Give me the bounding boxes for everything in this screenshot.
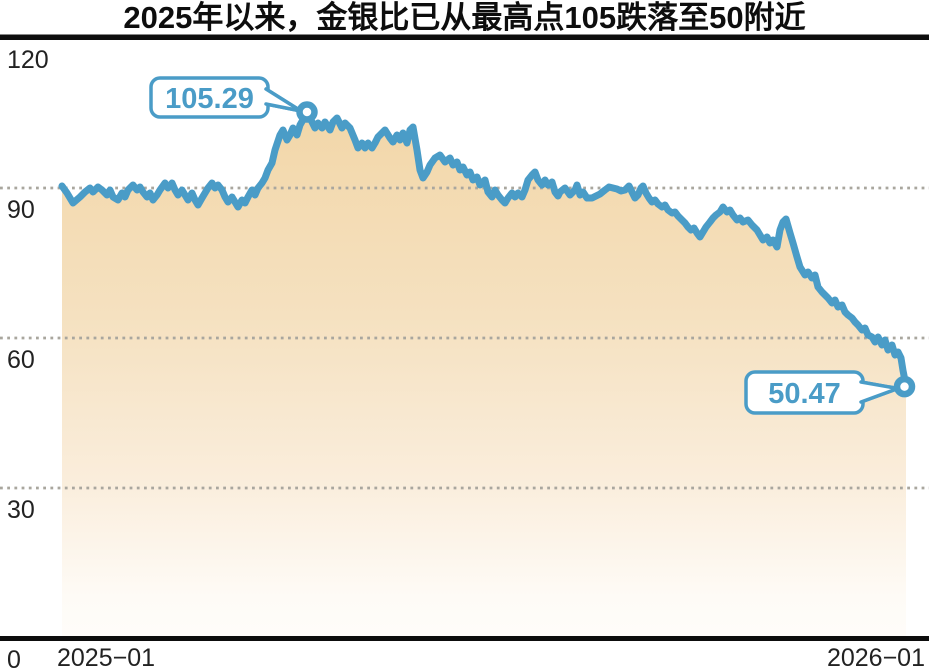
y-tick-label-0: 120 [7,46,49,74]
top-axis-bar [0,34,929,40]
y-tick-label-3: 30 [7,496,35,524]
peak-marker [296,101,318,123]
peak-callout-tail-top [264,87,303,113]
latest-marker [893,375,916,398]
y-tick-label-1: 90 [7,196,35,224]
y-tick-label-4: 0 [7,646,21,670]
x-tick-label-0: 2025−01 [57,644,155,670]
peak-callout-label: 105.29 [165,83,254,115]
series-line [58,108,910,390]
y-tick-label-2: 60 [7,346,35,374]
bottom-axis-bar [0,636,929,641]
latest-callout-label: 50.47 [768,378,841,410]
chart-title: 2025年以来，金银比已从最高点105跌落至50附近 [123,0,806,35]
x-tick-label-1: 2026−01 [827,644,925,670]
area-fill [62,111,906,636]
